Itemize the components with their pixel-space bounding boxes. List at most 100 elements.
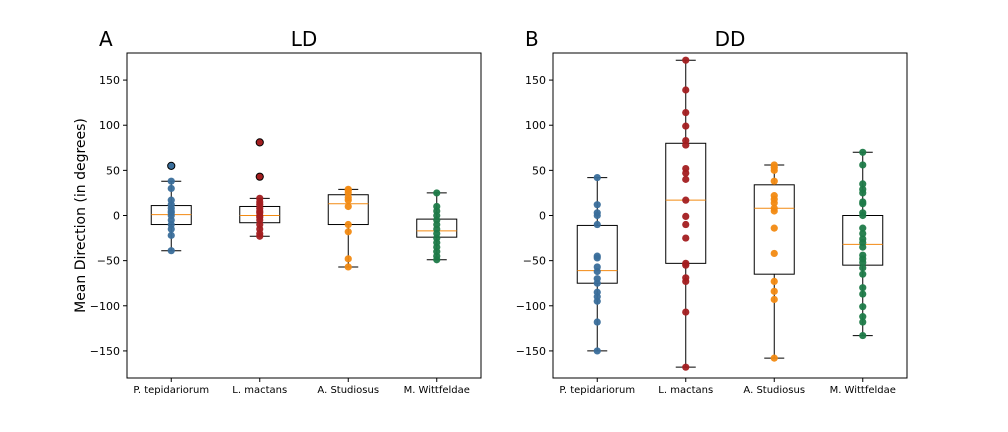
data-point xyxy=(593,252,601,260)
y-tick-label: 100 xyxy=(99,119,120,132)
data-point xyxy=(859,161,867,169)
data-point xyxy=(770,177,778,185)
outlier-point xyxy=(255,172,264,181)
data-point xyxy=(859,303,867,311)
outlier-point xyxy=(255,138,264,147)
data-point xyxy=(770,224,778,232)
panel-ld: −150 −100 −50 0 50 100 150 P. tepidariorum L. ma… xyxy=(73,27,482,396)
data-point xyxy=(859,264,867,272)
x-tick-label: A. Studiosus xyxy=(317,385,379,396)
box-iqr xyxy=(753,184,795,275)
panel-title: LD xyxy=(291,27,318,51)
data-point xyxy=(859,290,867,298)
data-point xyxy=(344,255,352,263)
panel-label: A xyxy=(99,27,113,51)
data-point xyxy=(682,56,690,64)
data-point xyxy=(682,212,690,221)
data-point xyxy=(859,209,867,217)
data-point xyxy=(859,284,867,292)
data-point xyxy=(859,148,867,156)
data-point xyxy=(682,234,690,242)
data-point xyxy=(682,196,690,204)
data-point xyxy=(770,287,778,295)
data-point xyxy=(433,189,441,197)
data-point xyxy=(770,295,778,304)
x-tick-label: M. Wittfeldae xyxy=(830,385,896,396)
y-tick-label: 0 xyxy=(539,210,546,223)
data-point xyxy=(682,274,690,282)
data-point xyxy=(593,275,601,283)
y-tick-label: 0 xyxy=(113,210,120,223)
data-point xyxy=(770,354,778,362)
data-point xyxy=(859,313,867,321)
data-point xyxy=(593,201,601,209)
data-point xyxy=(859,251,867,259)
data-point xyxy=(682,259,690,267)
data-point xyxy=(682,164,690,173)
data-point xyxy=(344,228,352,236)
data-point xyxy=(593,318,601,326)
data-point xyxy=(859,180,867,188)
data-point xyxy=(167,184,175,193)
y-tick-label: 150 xyxy=(525,74,546,87)
data-point xyxy=(770,204,778,212)
data-point xyxy=(593,173,601,182)
y-tick-label: 50 xyxy=(532,164,546,177)
data-point xyxy=(167,247,175,255)
y-tick-label: −100 xyxy=(516,300,546,313)
outlier-point xyxy=(167,161,176,170)
data-point xyxy=(859,270,867,278)
data-point xyxy=(770,192,778,200)
data-point xyxy=(770,277,778,286)
data-point xyxy=(167,196,175,204)
data-point xyxy=(770,249,778,258)
data-point xyxy=(682,175,690,183)
y-tick-label: 150 xyxy=(99,74,120,87)
data-point xyxy=(593,263,601,271)
data-point xyxy=(859,224,867,232)
x-tick-label: P. tepidariorum xyxy=(133,385,209,396)
axes-frame xyxy=(126,52,482,379)
data-point xyxy=(344,185,352,193)
x-tick-label: A. Studiosus xyxy=(743,385,805,396)
y-tick-label: −50 xyxy=(523,255,546,268)
data-point xyxy=(682,86,690,94)
x-tick-label: L. mactans xyxy=(658,385,713,396)
x-tick-label: L. mactans xyxy=(232,385,287,396)
panel-label: B xyxy=(525,27,539,51)
data-point xyxy=(682,108,690,117)
data-point xyxy=(682,308,690,316)
data-point xyxy=(167,231,175,239)
y-tick-label: −50 xyxy=(97,255,120,268)
data-point xyxy=(859,185,867,193)
data-point xyxy=(682,363,690,371)
data-point xyxy=(859,318,867,326)
y-axis-label: Mean Direction (in degrees) xyxy=(73,118,89,313)
x-tick-label: M. Wittfeldae xyxy=(404,385,470,396)
x-tick-label: P. tepidariorum xyxy=(559,385,635,396)
data-point xyxy=(256,194,264,202)
data-point xyxy=(593,209,601,217)
data-point xyxy=(593,220,601,229)
data-point xyxy=(859,331,867,340)
data-point xyxy=(859,235,867,243)
y-tick-label: 100 xyxy=(525,119,546,132)
data-point xyxy=(167,177,175,185)
data-point xyxy=(770,161,778,169)
data-point xyxy=(682,122,690,130)
panel-title: DD xyxy=(715,27,746,51)
data-point xyxy=(344,202,352,211)
panel-dd: −150 −100 −50 0 50 100 150 P. tepidariorum L. ma… xyxy=(516,27,908,396)
data-point xyxy=(593,288,601,296)
data-point xyxy=(682,220,690,229)
y-tick-label: −150 xyxy=(516,345,546,358)
data-point xyxy=(682,136,690,145)
data-point xyxy=(344,263,352,271)
y-tick-label: −100 xyxy=(90,300,120,313)
data-point xyxy=(593,347,601,355)
y-tick-label: −150 xyxy=(90,345,120,358)
y-tick-label: 50 xyxy=(106,164,120,177)
axes-frame xyxy=(552,52,908,379)
data-point xyxy=(344,220,352,229)
